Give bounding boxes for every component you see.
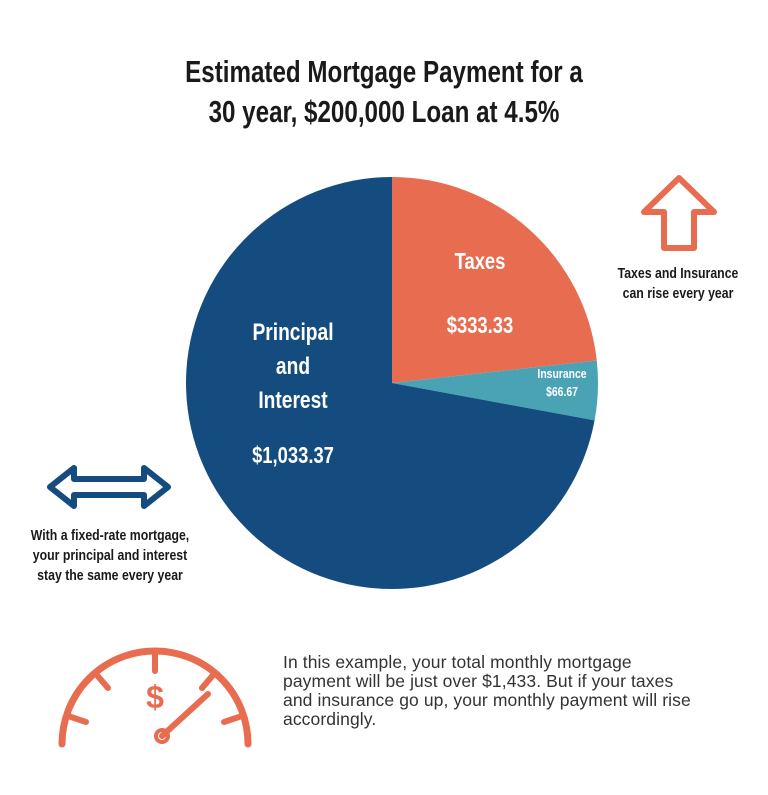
note-right-line-1: Taxes and Insurance <box>617 265 739 282</box>
pie-value-insurance: $66.67 <box>546 384 578 399</box>
pie-value-taxes: $333.33 <box>446 312 514 338</box>
pie-label-principal-interest: Principal and Interest <box>233 316 353 418</box>
note-left-line-3: stay the same every year <box>37 567 183 584</box>
pie-slice-insurance <box>392 360 598 421</box>
note-taxes-insurance-rise: Taxes and Insurance can rise every year <box>604 264 752 304</box>
pie-value-principal-interest: $1,033.37 <box>252 442 334 468</box>
pi-label-line-1: Principal <box>252 319 334 346</box>
double-arrow-icon <box>47 465 171 509</box>
pie-label-taxes: Taxes <box>454 248 506 274</box>
note-left-line-2: your principal and interest <box>32 547 188 564</box>
speedometer-icon: $ <box>58 647 252 748</box>
note-right-line-2: can rise every year <box>622 285 734 302</box>
explanation-text: In this example, your total monthly mort… <box>283 652 691 729</box>
chart-title: Estimated Mortgage Payment for a 30 year… <box>84 52 683 132</box>
pie-slice-taxes <box>392 177 597 383</box>
pi-label-line-3: Interest <box>258 387 328 414</box>
pie-label-insurance: Insurance <box>537 366 587 381</box>
title-line-2: 30 year, $200,000 Loan at 4.5% <box>208 94 560 129</box>
title-line-1: Estimated Mortgage Payment for a <box>185 54 583 89</box>
up-arrow-icon <box>641 175 717 251</box>
pie-slice-principal-and-interest <box>185 177 595 590</box>
pi-label-line-2: and <box>275 353 311 380</box>
gauge-dollar-sign: $ <box>146 679 164 715</box>
note-fixed-rate: With a fixed-rate mortgage, your princip… <box>20 526 200 586</box>
note-left-line-1: With a fixed-rate mortgage, <box>30 527 190 544</box>
